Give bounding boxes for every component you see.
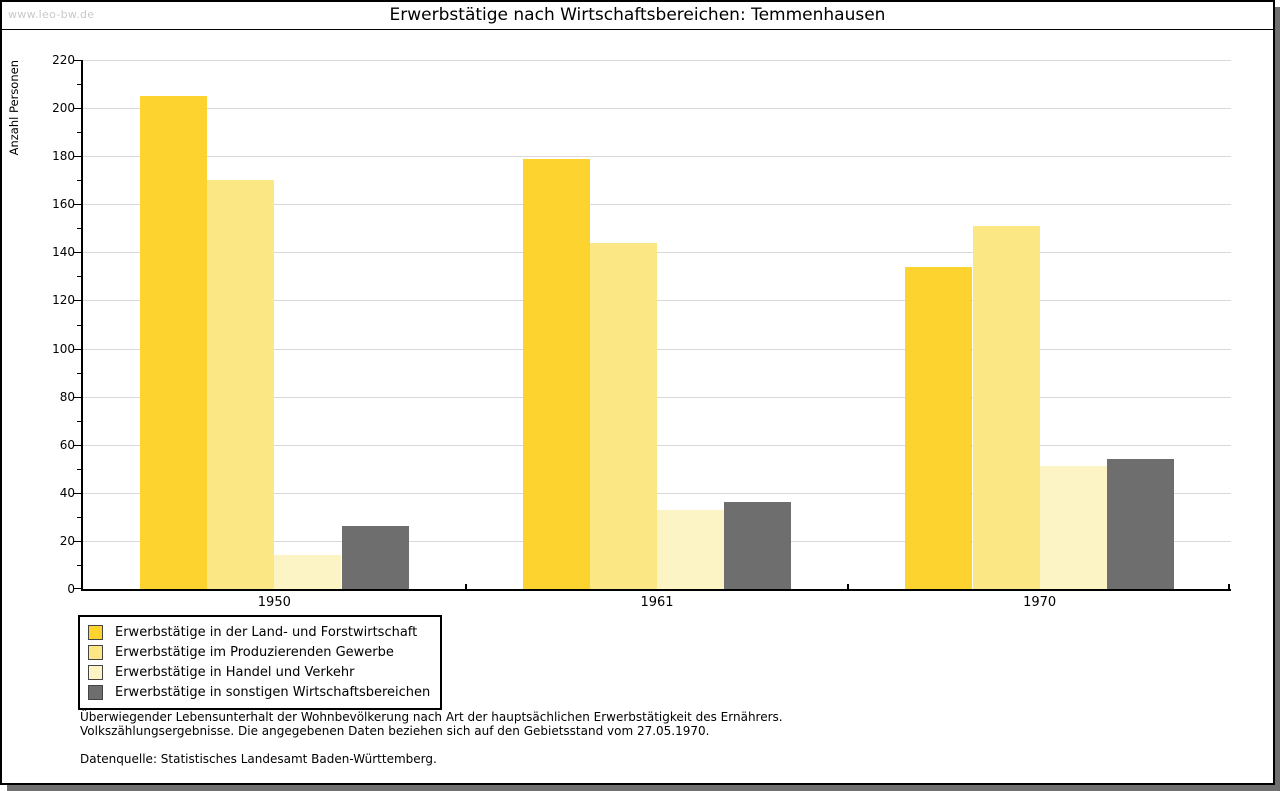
page-title: Erwerbstätige nach Wirtschaftsbereichen:… (389, 5, 886, 25)
legend-box: Erwerbstätige in der Land- und Forstwirt… (78, 615, 443, 710)
y-axis-major-tick (74, 252, 81, 254)
y-axis-tick-label: 40 (59, 485, 75, 500)
x-axis-tick (847, 584, 850, 589)
y-axis-minor-tick (77, 132, 81, 134)
legend-label: Erwerbstätige in der Land- und Forstwirt… (115, 624, 418, 640)
footnote-line: Überwiegender Lebensunterhalt der Wohnbe… (80, 710, 783, 724)
bar-1970-1 (972, 225, 1040, 589)
y-axis-major-tick (74, 588, 81, 589)
x-category-label: 1970 (1023, 595, 1057, 610)
y-axis-tick-label: 160 (52, 197, 75, 212)
y-axis-minor-tick (77, 180, 81, 182)
legend-item: Erwerbstätige in Handel und Verkehr (88, 662, 430, 682)
legend-label: Erwerbstätige in Handel und Verkehr (115, 664, 355, 680)
x-axis-tick (1228, 584, 1230, 589)
gridline (83, 348, 1231, 350)
y-axis-tick-label: 180 (52, 149, 75, 164)
legend-swatch-produzierendes-gewerbe (88, 644, 103, 660)
bar-1950-1 (207, 180, 275, 589)
bar-1961-1 (589, 242, 657, 589)
y-axis-major-tick (74, 444, 81, 446)
y-axis-title: Anzahl Personen (7, 60, 21, 156)
data-source-line: Datenquelle: Statistisches Landesamt Bad… (80, 752, 437, 766)
bar-1970-2 (1039, 466, 1107, 589)
legend-swatch-land-forstwirtschaft (88, 624, 103, 640)
gridline (83, 300, 1231, 302)
y-axis-minor-tick (77, 84, 81, 86)
footnote-block: Überwiegender Lebensunterhalt der Wohnbe… (80, 710, 783, 766)
gridline (83, 492, 1231, 494)
y-axis-tick-label: 140 (52, 245, 75, 260)
y-axis-minor-tick (77, 564, 81, 566)
bar-1950-2 (274, 555, 342, 589)
footnote-line: Volkszählungsergebnisse. Die angegebenen… (80, 724, 710, 738)
bar-1961-3 (724, 502, 792, 589)
y-axis-tick-label: 0 (67, 582, 75, 596)
y-axis-minor-tick (77, 228, 81, 230)
bar-1970-3 (1106, 459, 1174, 589)
y-axis-major-tick (74, 204, 81, 206)
gridline (83, 156, 1231, 158)
legend-label: Erwerbstätige im Produzierenden Gewerbe (115, 644, 394, 660)
gridline (83, 252, 1231, 254)
y-axis-minor-tick (77, 420, 81, 422)
legend-item: Erwerbstätige in sonstigen Wirtschaftsbe… (88, 682, 430, 702)
y-axis-minor-tick (77, 516, 81, 518)
y-axis-major-tick (74, 60, 81, 61)
y-axis-major-tick (74, 540, 81, 542)
bar-1961-0 (522, 158, 590, 589)
y-axis-tick-label: 120 (52, 293, 75, 308)
y-axis-tick-label: 200 (52, 101, 75, 116)
x-axis-tick (464, 584, 467, 589)
gridline (83, 60, 1231, 61)
legend-swatch-handel-verkehr (88, 664, 103, 680)
y-axis-minor-tick (77, 276, 81, 278)
x-category-label: 1961 (640, 595, 674, 610)
title-bar: www.leo-bw.de Erwerbstätige nach Wirtsch… (2, 2, 1273, 30)
gridline (83, 444, 1231, 446)
y-axis-major-tick (74, 300, 81, 302)
gridline (83, 396, 1231, 398)
y-axis-major-tick (74, 156, 81, 158)
legend-item: Erwerbstätige im Produzierenden Gewerbe (88, 642, 430, 662)
watermark-text: www.leo-bw.de (8, 8, 95, 21)
y-axis-minor-tick (77, 372, 81, 374)
y-axis-minor-tick (77, 468, 81, 470)
gridline (83, 204, 1231, 206)
y-axis-major-tick (74, 492, 81, 494)
y-axis-tick-label: 60 (59, 437, 75, 452)
y-axis-major-tick (74, 396, 81, 398)
y-axis-tick-label: 100 (52, 341, 75, 356)
y-axis-tick-label: 220 (52, 53, 75, 67)
legend-label: Erwerbstätige in sonstigen Wirtschaftsbe… (115, 684, 431, 700)
y-axis-tick-label: 80 (59, 389, 75, 404)
bar-1961-2 (657, 509, 725, 589)
bar-1950-0 (140, 96, 208, 589)
y-axis-minor-tick (77, 324, 81, 326)
bar-1950-3 (341, 526, 409, 589)
y-axis-tick-label: 20 (59, 533, 75, 548)
x-category-label: 1950 (257, 595, 291, 610)
y-axis-major-tick (74, 108, 81, 110)
bar-1970-0 (905, 266, 973, 589)
y-axis-title-wrap: Anzahl Personen (7, 60, 21, 190)
gridline (83, 108, 1231, 110)
plot-area: 0 20 40 60 80 100 120 140 160 180 200 220 1950 1961 19… (52, 53, 1231, 610)
legend-swatch-sonstige-wirtschaftsbereiche (88, 684, 103, 700)
y-axis-major-tick (74, 348, 81, 350)
legend-item: Erwerbstätige in der Land- und Forstwirt… (88, 622, 430, 642)
